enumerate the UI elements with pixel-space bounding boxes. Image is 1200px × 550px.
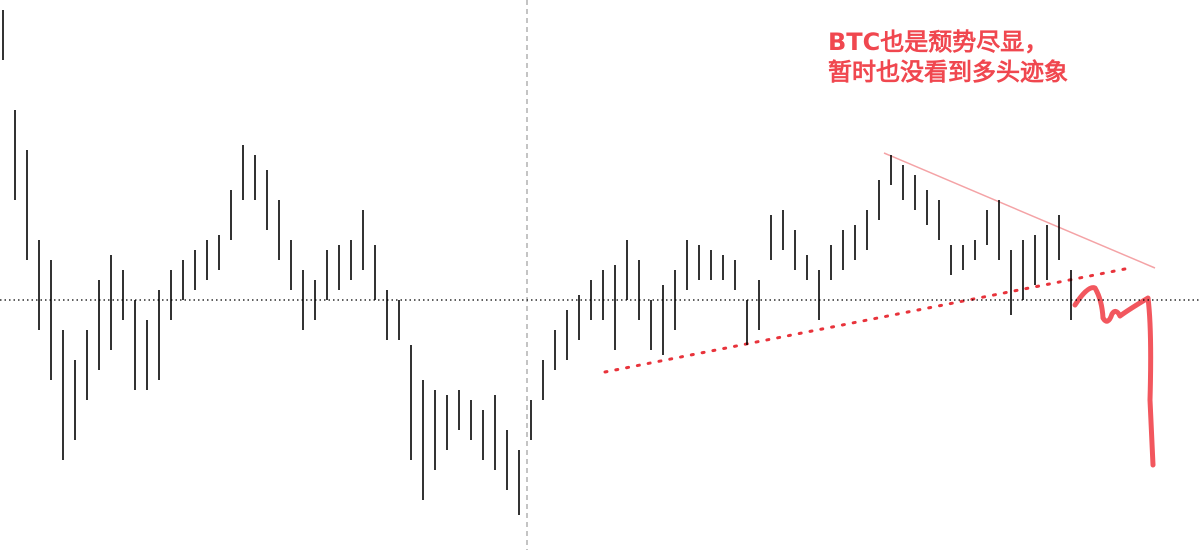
annotation: 暂时也没看到多头迹象 xyxy=(828,58,1068,86)
resistance-line xyxy=(883,152,1156,269)
support-line xyxy=(603,266,1132,374)
annotation: BTC也是颓势尽显， xyxy=(828,28,1048,56)
projection-drawing xyxy=(1072,285,1156,468)
